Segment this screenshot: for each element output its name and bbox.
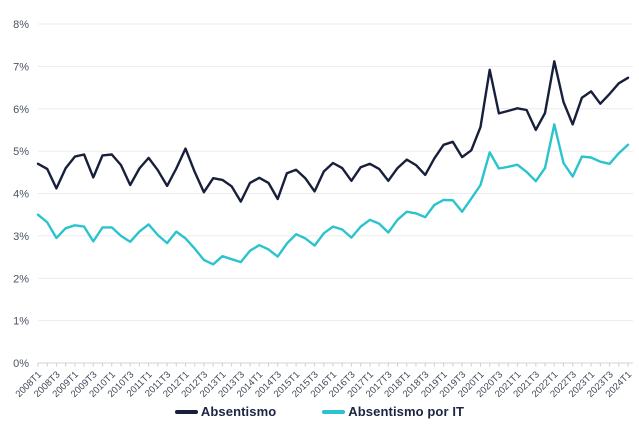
y-axis-labels: 0% 1% 2% 3% 4% 5% 6% 7% 8%: [13, 19, 29, 370]
y-tick-label: 1%: [13, 316, 29, 328]
legend-label-absentismo-por-it: Absentismo por IT: [348, 404, 465, 419]
x-axis-ticks: [37, 363, 629, 367]
y-tick-label: 2%: [13, 273, 29, 285]
x-axis-labels: 2008T12008T32009T12009T32010T12010T32011…: [14, 369, 635, 400]
y-tick-label: 6%: [13, 104, 29, 116]
gridlines: [38, 23, 633, 364]
y-tick-label: 4%: [13, 189, 29, 201]
y-tick-label: 8%: [13, 19, 29, 31]
legend-swatch-absentismo-por-it-icon: [322, 409, 346, 414]
series-line-absentismo-por-it: [36, 123, 630, 266]
y-tick-label: 0%: [13, 358, 29, 370]
legend: Absentismo Absentismo por IT: [0, 404, 639, 419]
legend-item-absentismo-por-it: Absentismo por IT: [322, 404, 464, 419]
absenteeism-line-chart: 0% 1% 2% 3% 4% 5% 6% 7% 8% 2008T12008T32009T12009…: [13, 19, 635, 400]
y-tick-label: 7%: [13, 61, 29, 73]
y-tick-label: 3%: [13, 231, 29, 243]
series-line-absentismo: [36, 60, 630, 203]
y-tick-label: 5%: [13, 146, 29, 158]
legend-label-absentismo: Absentismo: [200, 404, 277, 419]
legend-swatch-absentismo-icon: [174, 409, 198, 414]
legend-item-absentismo: Absentismo: [174, 404, 277, 419]
